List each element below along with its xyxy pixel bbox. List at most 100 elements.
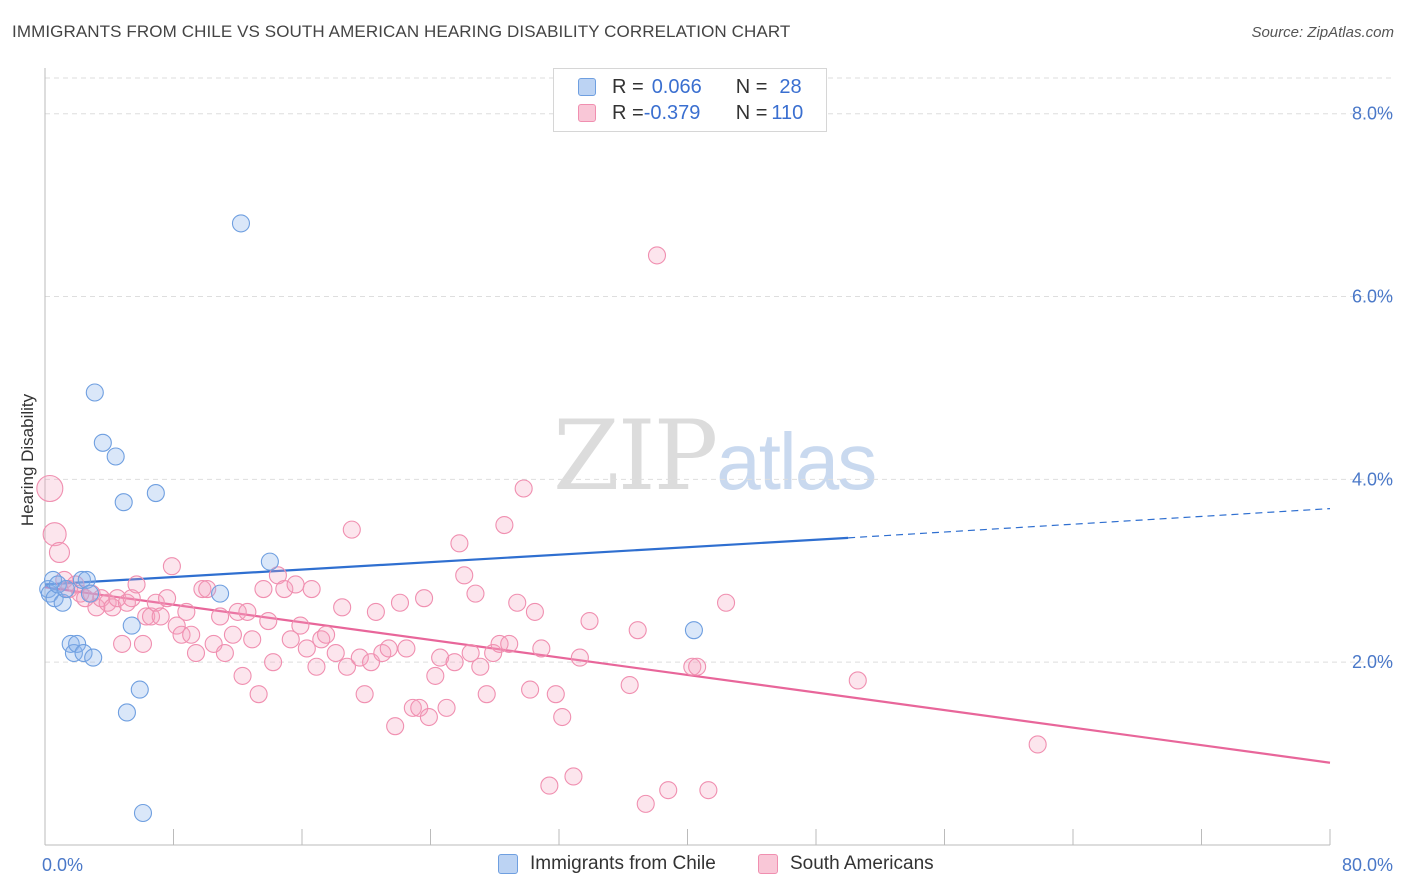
south-american-point [350,648,369,667]
south-american-point [699,781,718,800]
chile-point [84,648,103,667]
south-american-point [254,579,273,599]
south-american-point [848,671,867,690]
south-american-point [1028,735,1047,754]
chile-point [117,703,136,722]
south-american-point [688,657,707,676]
south-american-point [158,589,177,608]
bottom-legend-south: South Americans [758,852,934,876]
south-american-point [636,794,655,813]
south-american-point [103,598,122,617]
tick-labels: 2.0% 4.0% 6.0% 8.0% 0.0% 80.0% [42,104,1393,875]
south-american-point [48,541,71,564]
south-american-point [508,593,527,612]
south-american-point [317,625,336,644]
south-american-point [495,516,514,535]
legend-n-value: 28 [779,75,802,98]
south-american-point [108,589,127,608]
legend-row-south: R = -0.379 N = 110 [578,101,803,125]
south-american-point [186,643,206,663]
south-american-point [514,479,533,498]
south-american-point [628,621,647,640]
south-american-point [151,607,170,626]
chile-point [85,383,104,402]
south-american-point [66,575,85,594]
south-american-point [238,602,257,621]
south-american-point [450,534,469,553]
bottom-legend-chile: Immigrants from Chile [498,852,716,876]
south-american-point [500,634,519,653]
chile-point [53,593,72,612]
south-american-point [326,643,345,663]
south-american-point [419,707,438,727]
south-american-point [243,630,262,649]
south-american-point [484,643,503,663]
south-american-point [249,685,268,704]
south-american-point [397,639,416,658]
chile-point [74,643,93,663]
south-american-point [546,685,565,704]
south-americans-points [36,246,1047,813]
chile-point [231,214,251,233]
south-american-point [259,611,278,631]
south-american-point [182,625,201,644]
chile-point [56,579,75,599]
south-american-point [177,602,196,621]
south-american-point [342,520,361,539]
south-american-point [437,698,456,717]
legend-row-chile: R = 0.066 N = 28 [578,75,802,99]
chile-point [93,433,112,452]
south-american-point [403,698,422,717]
south-american-point [172,625,191,644]
south-american-point [570,648,589,667]
south-american-point [426,666,445,685]
south-american-point [373,643,392,663]
south-american-point [445,653,464,672]
south-american-point [223,625,242,644]
watermark: ZIPatlas [553,400,877,512]
legend-swatch-south [578,104,596,122]
chile-point [146,484,165,503]
y-tick-label: 8.0% [1352,104,1393,124]
south-american-point [659,781,678,800]
south-american-point [113,634,132,653]
south-american-point [386,717,405,736]
legend-swatch-chile [578,78,596,96]
chile-point [130,680,149,699]
south-american-point [540,776,559,795]
south-american-point [36,474,64,503]
legend-n-label: N = [735,75,768,98]
watermark-zip: ZIP [553,400,718,512]
south-american-point [379,639,398,658]
chile-point [260,552,279,571]
south-american-point [716,593,736,612]
chile-trend-extension [848,508,1331,539]
south-american-point [297,639,316,658]
south-american-point [286,575,305,594]
south-american-point [141,607,161,626]
bottom-swatch-south [758,854,778,874]
legend-n-label: N = [735,101,768,124]
south-american-point [122,589,141,608]
south-american-point [146,593,165,612]
south-trend-line [44,586,1331,764]
south-american-point [281,630,300,649]
y-tick-label: 4.0% [1352,469,1393,489]
south-american-point [211,607,230,626]
y-tick-label: 2.0% [1352,652,1393,672]
south-american-point [233,666,252,685]
south-american-point [532,639,551,658]
south-american-point [366,602,385,621]
south-american-point [215,643,234,663]
chile-point [684,621,703,640]
legend-n-value: 110 [771,101,804,124]
source-label: Source: ZipAtlas.com [1251,24,1394,41]
south-american-point [683,657,702,676]
south-american-point [264,653,283,672]
south-american-point [620,675,639,695]
south-american-point [410,698,429,717]
chile-point [114,493,133,512]
watermark-atlas: atlas [716,417,877,506]
chile-point [122,616,141,635]
chile-point [77,570,96,589]
